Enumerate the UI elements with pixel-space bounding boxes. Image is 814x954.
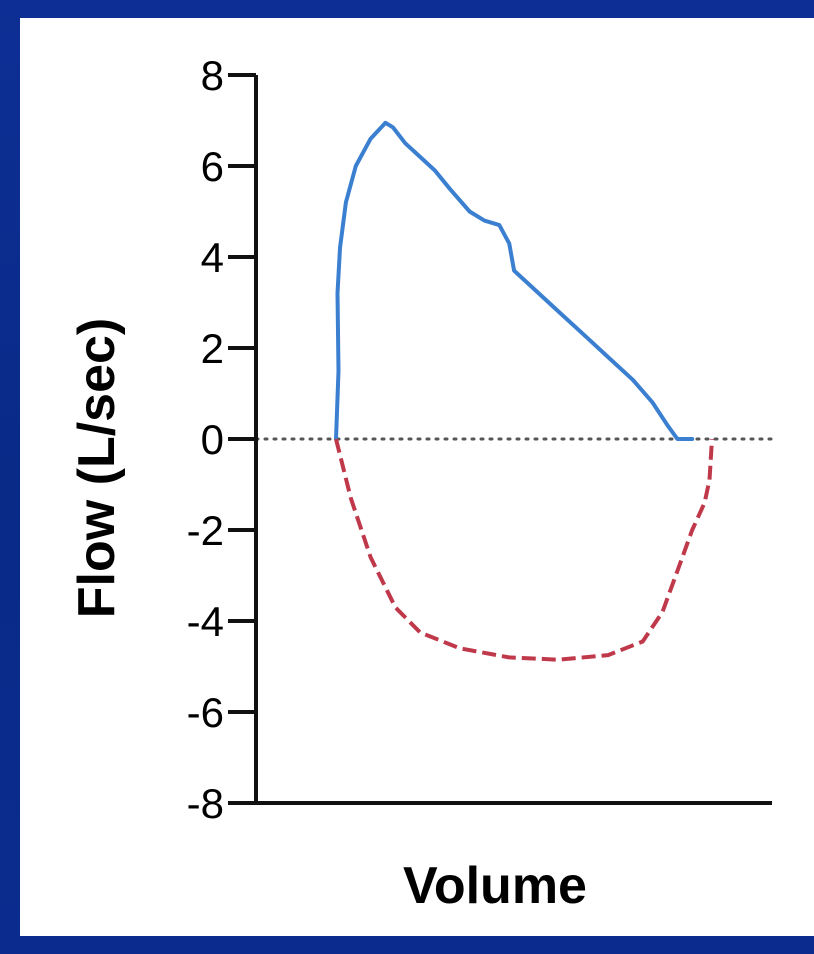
y-tick-label: -6 [187,689,224,736]
x-axis-title: Volume [403,857,587,915]
inspiratory-flow-curve [334,438,714,662]
flow-volume-chart: 8 6 4 2 0 -2 -4 -6 -8 Volume Flow (L/sec) [68,52,778,915]
y-tick-label: 0 [201,416,224,463]
y-tick-label: 6 [201,143,224,190]
y-axis-title: Flow (L/sec) [68,318,126,618]
y-tick-label: 2 [201,325,224,372]
chart-panel: 8 6 4 2 0 -2 -4 -6 -8 Volume Flow (L/sec) [20,18,814,936]
y-tick-label: -4 [187,598,224,645]
y-tick-label: 8 [201,52,224,99]
expiratory-flow-curve [334,120,695,441]
y-tick-label: -8 [187,780,224,827]
y-tick-label: 4 [201,234,224,281]
y-tick-label: -2 [187,507,224,554]
